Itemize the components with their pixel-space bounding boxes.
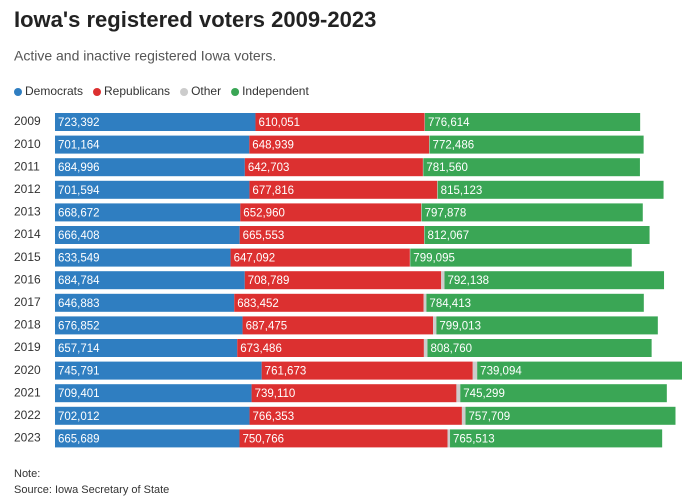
value-label: 666,408 <box>58 230 100 242</box>
legend-label: Other <box>191 84 221 98</box>
y-tick-label: 2022 <box>14 408 41 422</box>
bar-segment <box>456 384 460 402</box>
value-label: 708,789 <box>248 275 290 287</box>
value-label: 646,883 <box>58 298 100 310</box>
value-label: 687,475 <box>246 320 288 332</box>
value-label: 665,689 <box>58 433 100 445</box>
value-label: 799,013 <box>439 320 481 332</box>
bar-segment <box>433 316 436 334</box>
value-label: 647,092 <box>234 253 276 265</box>
value-label: 745,299 <box>463 388 505 400</box>
value-label: 701,164 <box>58 140 100 152</box>
y-tick-label: 2012 <box>14 182 41 196</box>
value-label: 739,094 <box>480 366 522 378</box>
y-tick-label: 2023 <box>14 431 41 445</box>
y-tick-label: 2020 <box>14 363 41 377</box>
y-tick-label: 2010 <box>14 137 41 151</box>
value-label: 709,401 <box>58 388 100 400</box>
value-label: 745,791 <box>58 366 100 378</box>
value-label: 784,413 <box>429 298 471 310</box>
value-label: 766,353 <box>253 411 295 423</box>
legend-label: Republicans <box>104 84 170 98</box>
legend-label: Independent <box>242 84 309 98</box>
y-tick-label: 2017 <box>14 295 41 309</box>
value-label: 765,513 <box>453 433 495 445</box>
value-label: 702,012 <box>58 411 100 423</box>
value-label: 684,784 <box>58 275 100 287</box>
value-label: 668,672 <box>58 207 100 219</box>
legend-swatch <box>14 88 22 96</box>
y-tick-label: 2011 <box>14 159 40 173</box>
bar-segment <box>424 339 428 357</box>
value-label: 648,939 <box>252 140 294 152</box>
source: Source: Iowa Secretary of State <box>14 484 169 496</box>
bar-segment <box>448 429 450 447</box>
value-label: 684,996 <box>58 162 100 174</box>
note: Note: <box>14 468 40 480</box>
legend-swatch <box>231 88 239 96</box>
value-label: 761,673 <box>265 366 307 378</box>
value-label: 676,852 <box>58 320 100 332</box>
legend-label: Democrats <box>25 84 83 98</box>
value-label: 633,549 <box>58 253 100 265</box>
value-label: 723,392 <box>58 117 100 129</box>
value-label: 757,709 <box>469 411 511 423</box>
bar-segment <box>424 294 427 312</box>
value-label: 812,067 <box>428 230 470 242</box>
value-label: 815,123 <box>441 185 483 197</box>
value-label: 683,452 <box>237 298 279 310</box>
value-label: 781,560 <box>426 162 468 174</box>
value-label: 673,486 <box>240 343 282 355</box>
value-label: 642,703 <box>248 162 290 174</box>
value-label: 677,816 <box>252 185 294 197</box>
value-label: 792,138 <box>448 275 490 287</box>
chart-title: Iowa's registered voters 2009-2023 <box>14 7 376 32</box>
legend-swatch <box>93 88 101 96</box>
bar-segment <box>473 362 477 380</box>
value-label: 797,878 <box>425 207 467 219</box>
value-label: 750,766 <box>242 433 284 445</box>
y-tick-label: 2016 <box>14 272 41 286</box>
value-label: 610,051 <box>258 117 300 129</box>
value-label: 665,553 <box>243 230 285 242</box>
y-tick-label: 2009 <box>14 114 41 128</box>
value-label: 657,714 <box>58 343 100 355</box>
legend-swatch <box>180 88 188 96</box>
value-label: 701,594 <box>58 185 100 197</box>
value-label: 652,960 <box>243 207 285 219</box>
y-tick-label: 2015 <box>14 250 41 264</box>
value-label: 808,760 <box>431 343 473 355</box>
value-label: 739,110 <box>255 388 296 400</box>
value-label: 776,614 <box>428 117 470 129</box>
value-label: 799,095 <box>413 253 455 265</box>
y-tick-label: 2014 <box>14 227 41 241</box>
bar-segment <box>462 407 466 425</box>
value-label: 772,486 <box>433 140 475 152</box>
chart-subtitle: Active and inactive registered Iowa vote… <box>14 48 276 64</box>
y-tick-label: 2019 <box>14 340 41 354</box>
y-tick-label: 2021 <box>14 385 41 399</box>
bar-segment <box>441 271 444 289</box>
y-tick-label: 2013 <box>14 205 41 219</box>
y-tick-label: 2018 <box>14 318 41 332</box>
